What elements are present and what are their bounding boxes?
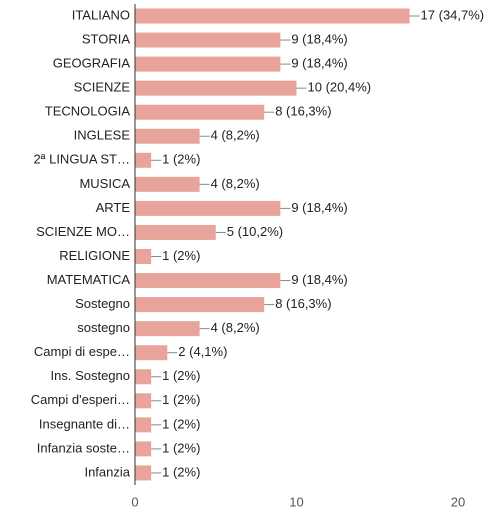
y-tick-label: 2ª LINGUA ST…: [33, 152, 130, 167]
bar: [135, 200, 281, 216]
bar: [135, 176, 200, 192]
bar: [135, 465, 152, 481]
y-tick-label: Campi di espe…: [34, 344, 130, 359]
bar: [135, 273, 281, 289]
y-tick-label: Campi d'esperi…: [31, 392, 130, 407]
x-tick-label: 20: [451, 494, 465, 509]
value-label: 1 (2%): [162, 248, 200, 263]
value-label: 8 (16,3%): [275, 296, 331, 311]
y-tick-label: Sostegno: [75, 296, 130, 311]
value-label: 4 (8,2%): [211, 176, 260, 191]
value-label: 2 (4,1%): [178, 344, 227, 359]
x-tick-label: 10: [289, 494, 303, 509]
bar: [135, 80, 297, 96]
y-tick-label: SCIENZE: [74, 80, 131, 95]
bar: [135, 104, 265, 120]
y-tick-label: MATEMATICA: [47, 272, 131, 287]
value-label: 1 (2%): [162, 152, 200, 167]
value-label: 17 (34,7%): [421, 7, 485, 22]
value-label: 9 (18,4%): [291, 200, 347, 215]
value-label: 9 (18,4%): [291, 272, 347, 287]
y-tick-label: GEOGRAFIA: [53, 56, 131, 71]
bar: [135, 249, 152, 264]
bar: [135, 297, 265, 313]
y-tick-label: ARTE: [96, 200, 131, 215]
bar: [135, 8, 410, 24]
y-tick-label: SCIENZE MO…: [36, 224, 130, 239]
value-label: 1 (2%): [162, 464, 200, 479]
y-tick-label: Infanzia soste…: [37, 440, 130, 455]
bar: [135, 56, 281, 72]
bar: [135, 417, 152, 433]
value-label: 1 (2%): [162, 440, 200, 455]
bar: [135, 128, 200, 144]
value-label: 9 (18,4%): [291, 56, 347, 71]
y-tick-label: TECNOLOGIA: [45, 104, 131, 119]
value-label: 5 (10,2%): [227, 224, 283, 239]
value-label: 1 (2%): [162, 392, 200, 407]
bar: [135, 345, 168, 361]
y-tick-label: Insegnante di…: [39, 416, 130, 431]
y-tick-label: Ins. Sostegno: [51, 368, 131, 383]
value-label: 4 (8,2%): [211, 320, 260, 335]
bar: [135, 369, 152, 385]
bar: [135, 152, 152, 168]
x-tick-label: 0: [131, 494, 138, 509]
bar: [135, 224, 216, 240]
y-tick-label: ITALIANO: [72, 7, 130, 22]
bar: [135, 32, 281, 48]
value-label: 10 (20,4%): [308, 80, 372, 95]
y-tick-label: Infanzia: [84, 464, 130, 479]
bar: [135, 321, 200, 337]
y-tick-label: RELIGIONE: [59, 248, 130, 263]
value-label: 1 (2%): [162, 416, 200, 431]
value-label: 9 (18,4%): [291, 31, 347, 46]
bar: [135, 441, 152, 457]
bar: [135, 393, 152, 409]
y-tick-label: STORIA: [82, 31, 130, 46]
y-tick-label: INGLESE: [74, 128, 131, 143]
y-tick-label: sostegno: [77, 320, 130, 335]
value-label: 1 (2%): [162, 368, 200, 383]
y-tick-label: MUSICA: [79, 176, 130, 191]
value-label: 4 (8,2%): [211, 128, 260, 143]
value-label: 8 (16,3%): [275, 104, 331, 119]
